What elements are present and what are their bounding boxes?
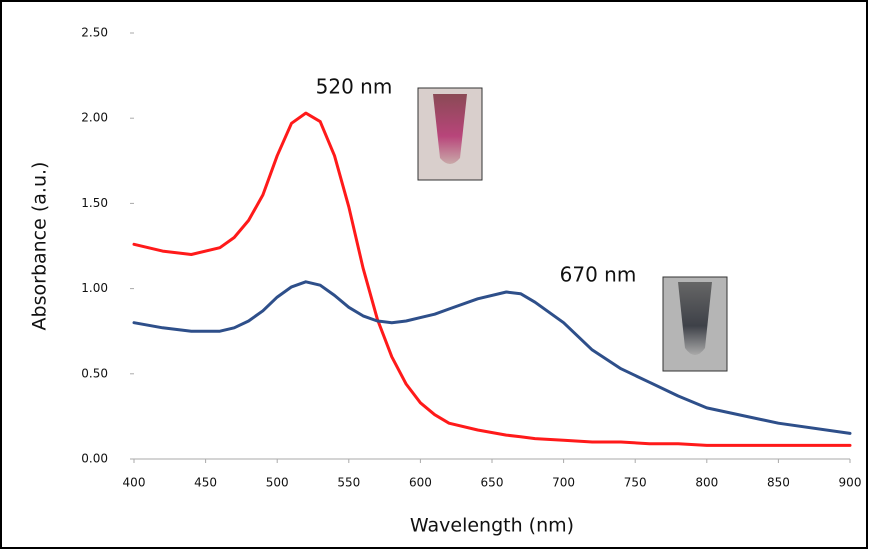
x-tick-label: 550: [337, 476, 360, 490]
y-tick-label: 1.00: [81, 281, 108, 295]
x-axis-title: Wavelength (nm): [410, 515, 574, 537]
x-tick-label: 800: [695, 476, 718, 490]
tube-image-gray: [662, 276, 728, 372]
y-tick-label: 0.00: [81, 452, 108, 466]
x-tick-label: 450: [194, 476, 217, 490]
x-tick-label: 500: [266, 476, 289, 490]
x-tick-label: 600: [409, 476, 432, 490]
tube: [678, 282, 712, 355]
line-series: [132, 111, 852, 447]
x-tick-label: 850: [767, 476, 790, 490]
line-series: [132, 280, 852, 435]
y-tick-label: 2.50: [81, 26, 108, 40]
y-tick-label: 2.00: [81, 111, 108, 125]
annotation: 670 nm: [560, 263, 637, 287]
y-axis-title: Absorbance (a.u.): [29, 162, 51, 331]
tube: [433, 94, 467, 164]
y-tick-label: 0.50: [81, 366, 108, 380]
x-tick-label: 700: [552, 476, 575, 490]
y-tick-label: 1.50: [81, 196, 108, 210]
x-tick-label: 900: [839, 476, 862, 490]
tube-image-red: [417, 87, 483, 181]
x-tick-label: 750: [624, 476, 647, 490]
annotation: 520 nm: [316, 75, 393, 99]
x-tick-label: 400: [123, 476, 146, 490]
x-tick-label: 650: [481, 476, 504, 490]
